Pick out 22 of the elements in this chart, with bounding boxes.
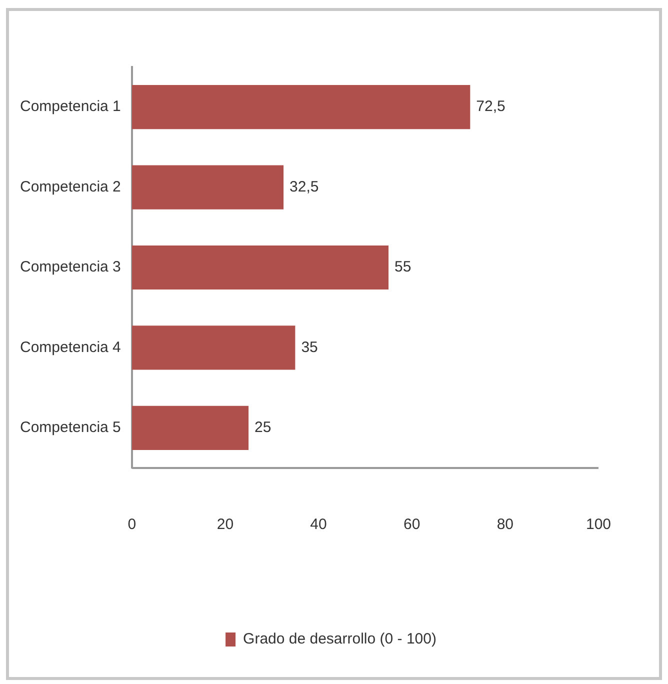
y-tick-label: Competencia 1 xyxy=(20,98,121,116)
data-label: 35 xyxy=(301,338,318,356)
bar xyxy=(132,326,296,370)
legend-label: Grado de desarrollo (0 - 100) xyxy=(243,630,436,648)
bar xyxy=(132,165,284,210)
y-tick-label: Competencia 2 xyxy=(20,178,121,196)
y-tick-label: Competencia 4 xyxy=(20,338,121,356)
data-label: 55 xyxy=(394,258,412,276)
bar xyxy=(132,245,389,290)
y-tick-label: Competencia 3 xyxy=(20,258,121,276)
bar xyxy=(132,406,249,450)
bar xyxy=(132,85,470,130)
x-tick-label: 100 xyxy=(586,516,611,534)
x-tick-label: 60 xyxy=(404,516,420,534)
x-tick-label: 20 xyxy=(216,516,234,534)
x-tick-label: 40 xyxy=(310,516,327,534)
y-tick-label: Competencia 5 xyxy=(20,419,121,436)
x-tick-label: 80 xyxy=(496,516,514,534)
data-label: 72,5 xyxy=(476,98,506,116)
data-label: 25 xyxy=(254,419,272,436)
x-tick-label: 0 xyxy=(128,516,136,534)
data-label: 32,5 xyxy=(290,178,319,196)
